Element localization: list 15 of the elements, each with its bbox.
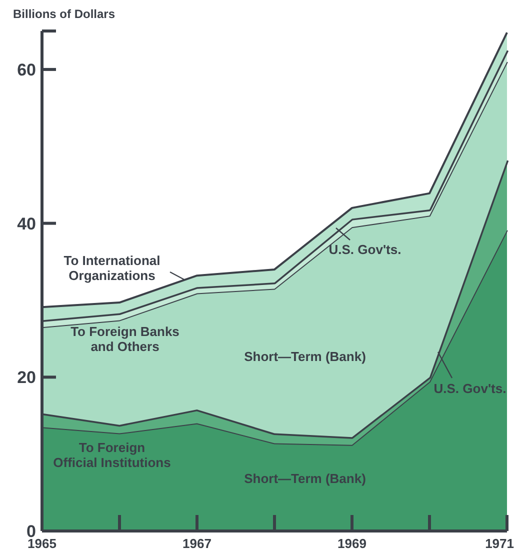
y-tick-label: 20 (17, 368, 36, 388)
annotation: To Foreign Official Institutions (53, 440, 171, 470)
series-label: To International Organizations (64, 253, 160, 283)
y-axis-title: Billions of Dollars (13, 7, 116, 21)
x-tick-label: 1967 (182, 536, 212, 550)
y-tick-label: 40 (17, 214, 36, 234)
x-tick-label: 1969 (338, 536, 366, 550)
annotation: To Foreign Banks and Others (70, 324, 180, 354)
x-tick-label: 1971 (485, 536, 514, 550)
series-label: Short—Term (Bank) (244, 349, 366, 364)
legend-label: U.S. Gov'ts. (328, 242, 402, 257)
x-tick-label: 1965 (28, 536, 56, 550)
y-tick-label: 60 (17, 60, 36, 80)
legend-label: U.S. Gov'ts. (434, 381, 506, 396)
series-label: Short—Term (Bank) (244, 471, 366, 486)
